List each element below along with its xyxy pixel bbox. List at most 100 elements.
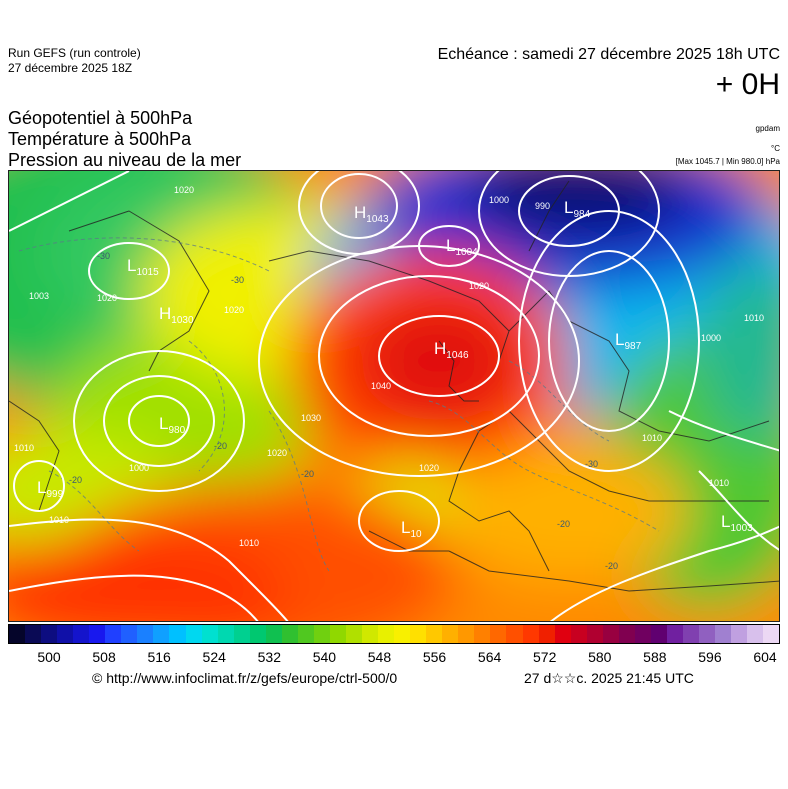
temperature-label: -20 <box>557 519 570 529</box>
colorbar-swatch <box>313 625 330 643</box>
colorbar-tick-label: 596 <box>698 649 722 665</box>
colorbar-swatch <box>378 625 395 643</box>
temperature-label: -30 <box>97 251 110 261</box>
isobar-label: 1000 <box>701 333 721 343</box>
run-date: 27 décembre 2025 18Z <box>8 61 133 75</box>
colorbar-tick-label: 572 <box>533 649 557 665</box>
pressure-center-L-987: L987 <box>615 330 642 352</box>
isobar-label: 1010 <box>14 443 34 453</box>
colorbar <box>8 624 780 644</box>
colorbar-swatch <box>25 625 42 643</box>
pressure-center-L-1003: L1003 <box>721 512 753 534</box>
colorbar-swatch <box>249 625 266 643</box>
pressure-centers: H1043 L984 L1004 L1015 H1030 H1046 L987 L980 L99… <box>37 198 753 540</box>
colorbar-swatch <box>201 625 218 643</box>
colorbar-swatch <box>265 625 282 643</box>
colorbar-swatch <box>169 625 186 643</box>
colorbar-swatch <box>731 625 748 643</box>
colorbar-swatch <box>105 625 122 643</box>
colorbar-swatch <box>650 625 667 643</box>
pressure-center-H-1046: H1046 <box>434 339 469 361</box>
isobar-label: 1020 <box>224 305 244 315</box>
temperature-label: -30 <box>231 275 244 285</box>
colorbar-swatch <box>73 625 90 643</box>
isobar-labels: 1020 1020 1010 1000 1010 1020 1030 1040 1020 1020… <box>14 185 764 548</box>
colorbar-swatch <box>602 625 619 643</box>
colorbar-swatch <box>699 625 716 643</box>
pressure-center-L-1015: L1015 <box>127 256 159 278</box>
colorbar-tick-label: 500 <box>37 649 61 665</box>
colorbar-swatch <box>329 625 346 643</box>
colorbar-swatch <box>763 625 780 643</box>
isobar-label: 1003 <box>29 291 49 301</box>
colorbar-swatch <box>89 625 106 643</box>
colorbar-tick-label: 564 <box>477 649 502 665</box>
colorbar-swatch <box>506 625 523 643</box>
colorbar-swatch <box>618 625 635 643</box>
colorbar-swatch <box>715 625 732 643</box>
colorbar-swatch <box>666 625 683 643</box>
pressure-center-L-980: L980 <box>159 414 186 436</box>
colorbar-swatch <box>426 625 443 643</box>
colorbar-swatch <box>137 625 154 643</box>
isobar-label: 1020 <box>469 281 489 291</box>
colorbar-swatch <box>233 625 250 643</box>
colorbar-tick-label: 548 <box>367 649 392 665</box>
unit-pressure-range: [Max 1045.7 | Min 980.0] hPa <box>675 157 780 166</box>
param-pressure: Pression au niveau de la mer <box>8 150 242 170</box>
colorbar-swatch <box>458 625 475 643</box>
pressure-center-H-1043: H1043 <box>354 203 389 225</box>
temperature-label: -20 <box>214 441 227 451</box>
isobar-label: 1030 <box>301 413 321 423</box>
pressure-center-H-1030: H1030 <box>159 304 194 326</box>
colorbar-swatch <box>490 625 507 643</box>
param-geopotential: Géopotentiel à 500hPa <box>8 108 193 128</box>
temperature-labels: -30 -30 -20 -20 -20 -20 -30 -20 <box>69 251 618 571</box>
colorbar-swatch <box>297 625 314 643</box>
colorbar-swatch <box>634 625 651 643</box>
pressure-center-L-984: L984 <box>564 198 591 220</box>
isobar-label: 1000 <box>489 195 509 205</box>
isobar-label: 1010 <box>744 313 764 323</box>
temperature-label: -20 <box>605 561 618 571</box>
colorbar-swatch <box>394 625 411 643</box>
generation-time: 27 d☆☆c. 2025 21:45 UTC <box>524 670 694 686</box>
colorbar-swatch <box>121 625 138 643</box>
colorbar-swatch <box>41 625 58 643</box>
geopotential-field <box>9 171 779 621</box>
isobar-label: 1010 <box>709 478 729 488</box>
colorbar-tick-label: 604 <box>753 649 777 665</box>
pressure-center-L-1004: L1004 <box>446 236 478 258</box>
run-title: Run GEFS (run controle) <box>8 46 141 60</box>
isobar-label: 1020 <box>174 185 194 195</box>
colorbar-swatch <box>410 625 427 643</box>
colorbar-swatch <box>9 625 26 643</box>
forecast-hour: + 0H <box>715 68 780 101</box>
forecast-validity: Echéance : samedi 27 décembre 2025 18h U… <box>437 46 780 63</box>
map-svg: H1043 L984 L1004 L1015 H1030 H1046 L987 L980 L99… <box>9 171 779 621</box>
pressure-center-L-10: L10 <box>401 518 422 540</box>
colorbar-swatch <box>570 625 587 643</box>
isobar-label: 1040 <box>371 381 391 391</box>
temperature-label: -20 <box>301 469 314 479</box>
colorbar-tick-label: 524 <box>202 649 226 665</box>
colorbar-swatch <box>57 625 74 643</box>
unit-geopotential: gpdam <box>755 124 780 133</box>
isobar-label: 1010 <box>239 538 259 548</box>
isobar-label: 1020 <box>267 448 287 458</box>
colorbar-swatch <box>442 625 459 643</box>
isobar-label: 1020 <box>97 293 117 303</box>
isobar-label: 1000 <box>129 463 149 473</box>
colorbar-swatch <box>538 625 555 643</box>
source-url[interactable]: © http://www.infoclimat.fr/z/gefs/europe… <box>92 670 398 686</box>
colorbar-tick-label: 588 <box>643 649 667 665</box>
colorbar-tick-label: 540 <box>312 649 337 665</box>
colorbar-swatch <box>281 625 298 643</box>
isobar-label: 990 <box>535 201 550 211</box>
colorbar-swatch <box>554 625 571 643</box>
unit-temperature: °C <box>771 144 780 153</box>
colorbar-tick-label: 508 <box>92 649 116 665</box>
colorbar-swatch <box>185 625 202 643</box>
colorbar-tick-label: 556 <box>422 649 447 665</box>
colorbar-swatch <box>747 625 764 643</box>
